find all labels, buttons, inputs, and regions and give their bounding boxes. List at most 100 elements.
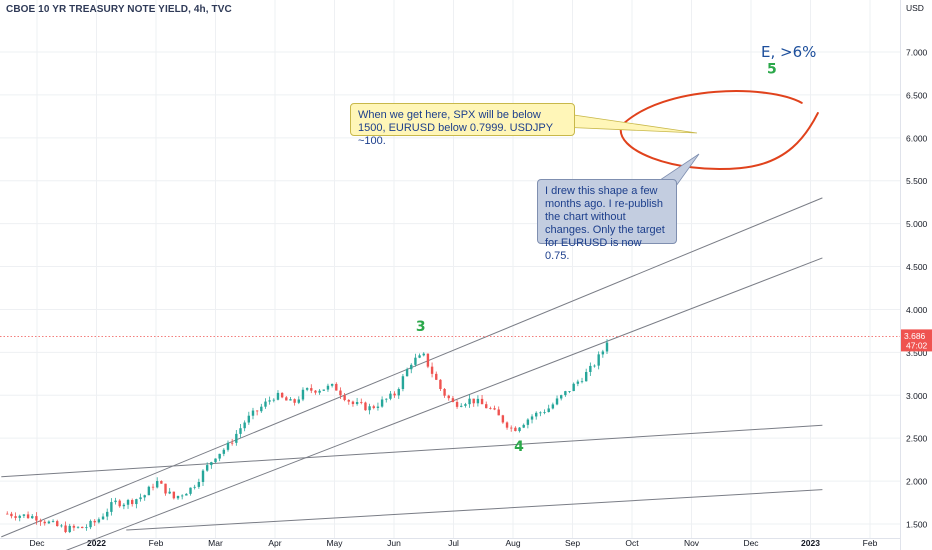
candle-body [314,390,317,393]
x-tick-label: May [326,538,343,548]
candle-body [106,511,109,517]
candle-body [376,406,380,408]
candle-body [435,373,438,380]
candle-body [101,516,105,520]
candle-body [451,398,455,402]
candle-body [272,399,276,401]
candle-body [505,422,509,428]
candle-body [6,513,9,515]
x-tick-label: Aug [505,538,520,548]
trendline[interactable] [1,424,823,478]
candle-body [464,404,467,406]
candle-body [247,415,251,423]
y-axis-unit: USD [906,3,924,13]
candle-body [326,385,330,390]
candle-body [210,462,213,466]
candle-body [518,427,521,432]
bar-countdown: 47:02 [906,340,928,350]
candle-body [22,514,26,516]
candle-body [559,395,563,399]
candle-body [584,371,588,382]
candle-body [301,389,305,400]
candle-body [360,402,363,403]
trendline[interactable] [126,489,823,531]
candle-body [10,513,13,517]
candle-body [151,486,155,488]
candle-body [535,412,538,417]
candle-body [318,390,321,393]
candle-body [355,402,359,405]
candle-body [389,393,392,399]
x-tick-label: Feb [863,538,878,548]
target-label: E, >6% [761,43,817,61]
candle-body [526,419,530,425]
candle-body [251,410,255,416]
candle-body [310,388,313,391]
x-tick-label: Dec [29,538,45,548]
candle-body [172,491,176,499]
candle-body [226,442,230,450]
candle-body [589,365,592,372]
candle-body [493,408,496,410]
candle-body [89,520,92,528]
candle-body [35,516,38,521]
candle-body [81,526,84,529]
candle-body [276,392,280,400]
candle-body [285,397,288,401]
candle-body [255,410,259,412]
candle-body [605,342,609,352]
candle-body [480,398,484,405]
candle-body [460,405,463,407]
candle-body [197,481,201,487]
x-tick-label: Feb [149,538,164,548]
candle-body [339,390,342,396]
candle-body [222,449,226,454]
candle-body [418,355,421,358]
candle-body [489,408,492,409]
candle-body [455,401,459,407]
chart-title: CBOE 10 YR TREASURY NOTE YIELD, 4h, TVC [6,4,232,15]
candle-body [497,409,500,416]
candle-body [368,406,371,411]
candle-body [180,495,184,497]
candle-body [568,391,571,392]
candle-body [218,453,221,459]
candle-body [576,381,580,384]
candle-body [68,525,71,533]
target-shape[interactable] [619,90,819,170]
candle-body [414,357,417,365]
candle-body [114,500,117,503]
candle-body [31,516,34,519]
candle-body [522,424,525,428]
annotation-note-2[interactable]: I drew this shape a few months ago. I re… [537,179,677,262]
candle-body [18,515,21,518]
y-tick-label: 3.500 [906,348,928,358]
y-tick-label: 4.500 [906,262,928,272]
y-tick-label: 4.000 [906,305,928,315]
candle-body [393,393,396,396]
candle-body [160,480,163,484]
candle-body [555,398,559,405]
annotation-note-1[interactable]: When we get here, SPX will be below 1500… [350,103,575,147]
candle-body [514,427,517,432]
candle-body [293,399,296,403]
x-tick-label: Oct [625,538,639,548]
candle-body [110,502,113,512]
candle-body [26,514,30,519]
x-tick-label: Jul [448,538,459,548]
candle-body [164,483,167,494]
x-tick-label: 2022 [87,538,106,548]
candle-body [380,399,384,407]
candle-body [343,395,346,401]
candle-body [189,487,192,494]
candle-body [47,521,51,524]
trendline[interactable] [1,257,823,550]
candle-body [597,354,600,366]
candle-body [43,521,46,524]
candle-body [243,422,246,429]
candle-body [118,500,121,507]
candle-body [564,391,567,396]
candle-body [147,486,151,496]
candle-body [601,351,605,355]
